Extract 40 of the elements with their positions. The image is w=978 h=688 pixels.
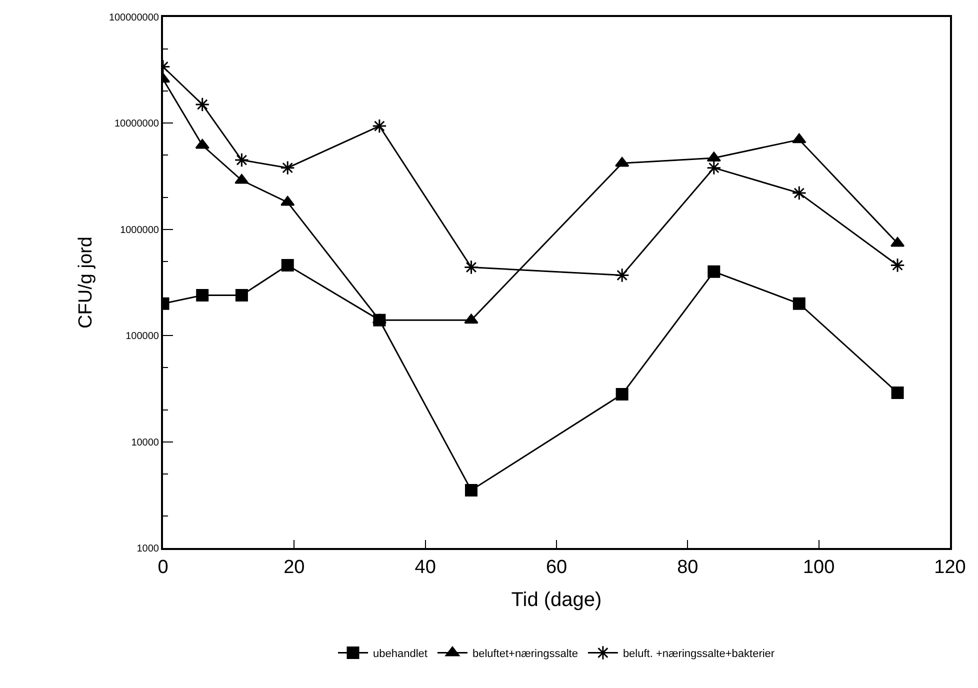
y-tick-label: 100000 <box>126 331 160 342</box>
point <box>792 133 806 144</box>
point <box>616 388 628 401</box>
point <box>372 118 387 134</box>
legend-label: ubehandlet <box>373 648 428 660</box>
point <box>706 160 722 176</box>
y-tick-label: 1000 <box>136 544 160 554</box>
point <box>464 260 479 275</box>
point <box>464 314 478 324</box>
point <box>234 152 250 168</box>
x-tick-label: 0 <box>158 556 168 578</box>
point <box>792 186 807 200</box>
point <box>890 258 905 273</box>
y-tick-label: 10000 <box>131 437 160 448</box>
point <box>281 258 294 272</box>
point <box>614 268 630 283</box>
point <box>280 160 295 176</box>
point <box>464 484 478 496</box>
point <box>891 386 904 399</box>
point <box>792 297 806 310</box>
x-axis-title: Tid (dage) <box>511 588 602 611</box>
x-tick-label: 80 <box>677 556 698 578</box>
y-axis-title: CFU/g jord <box>75 236 96 328</box>
x-tick-label: 60 <box>546 556 568 578</box>
point <box>614 156 630 167</box>
y-tick-label: 100000000 <box>108 12 160 24</box>
point <box>706 152 721 162</box>
y-tick-label: 10000000 <box>114 118 160 130</box>
x-tick-label: 100 <box>802 556 835 578</box>
point <box>196 288 209 302</box>
point <box>235 288 248 302</box>
x-tick-label: 20 <box>284 556 305 578</box>
point <box>195 97 210 112</box>
legend-label: beluftet+næringssalte <box>472 648 578 660</box>
x-tick-label: 40 <box>414 556 436 578</box>
y-tick-label: 1000000 <box>120 224 160 236</box>
point <box>708 265 720 278</box>
x-tick-label: 120 <box>934 556 966 578</box>
legend-label: beluft. +næringssalte+bakterier <box>622 648 775 660</box>
point <box>372 314 387 324</box>
